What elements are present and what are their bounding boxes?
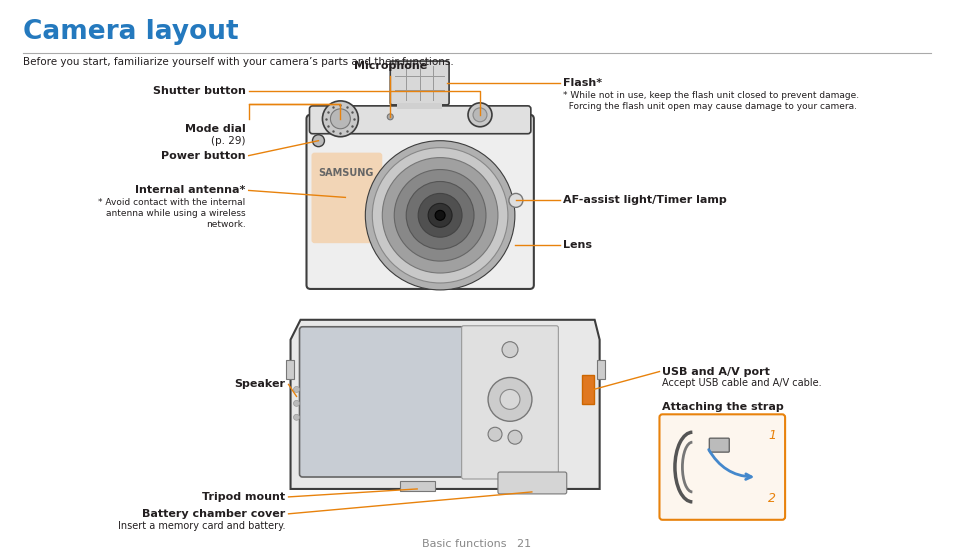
Text: Speaker: Speaker	[234, 379, 285, 389]
FancyBboxPatch shape	[306, 115, 534, 289]
Text: SAMSUNG: SAMSUNG	[318, 168, 374, 178]
Text: Tripod mount: Tripod mount	[202, 492, 285, 502]
Circle shape	[313, 135, 324, 146]
FancyBboxPatch shape	[309, 106, 530, 134]
Circle shape	[372, 148, 507, 283]
Text: * While not in use, keep the flash unit closed to prevent damage.: * While not in use, keep the flash unit …	[562, 91, 858, 100]
Circle shape	[417, 193, 461, 237]
Circle shape	[488, 427, 501, 441]
Text: Microphone: Microphone	[354, 61, 426, 71]
Bar	[581, 374, 593, 404]
Circle shape	[382, 158, 497, 273]
FancyBboxPatch shape	[461, 326, 558, 479]
Text: 2: 2	[767, 492, 776, 505]
Text: Before you start, familiarize yourself with your camera’s parts and their functi: Before you start, familiarize yourself w…	[23, 57, 454, 67]
Text: Basic functions   21: Basic functions 21	[422, 539, 531, 549]
Bar	[400, 481, 435, 491]
FancyBboxPatch shape	[299, 327, 466, 477]
Text: Accept USB cable and A/V cable.: Accept USB cable and A/V cable.	[661, 378, 821, 388]
FancyBboxPatch shape	[497, 472, 566, 494]
Text: network.: network.	[206, 220, 246, 229]
Bar	[285, 360, 294, 379]
Circle shape	[473, 108, 486, 122]
Text: Flash*: Flash*	[562, 78, 601, 88]
Text: Forcing the flash unit open may cause damage to your camera.: Forcing the flash unit open may cause da…	[562, 102, 856, 111]
Circle shape	[294, 387, 299, 393]
Circle shape	[406, 182, 474, 249]
Circle shape	[499, 389, 519, 409]
Text: Lens: Lens	[562, 240, 591, 250]
Text: Battery chamber cover: Battery chamber cover	[142, 509, 285, 519]
Circle shape	[435, 211, 445, 220]
Circle shape	[294, 400, 299, 407]
Text: (p. 29): (p. 29)	[211, 136, 246, 146]
FancyBboxPatch shape	[390, 61, 449, 105]
Circle shape	[508, 193, 522, 207]
Text: Mode dial: Mode dial	[185, 124, 246, 134]
Circle shape	[468, 103, 492, 127]
Circle shape	[508, 430, 521, 444]
Text: Internal antenna*: Internal antenna*	[135, 185, 246, 196]
Circle shape	[294, 414, 299, 421]
FancyBboxPatch shape	[659, 414, 784, 520]
Text: AF-assist light/Timer lamp: AF-assist light/Timer lamp	[562, 196, 726, 206]
Text: Attaching the strap: Attaching the strap	[661, 402, 783, 412]
Text: Shutter button: Shutter button	[152, 86, 246, 96]
Circle shape	[365, 141, 515, 290]
Circle shape	[501, 341, 517, 358]
Text: Camera layout: Camera layout	[23, 19, 238, 45]
Text: Power button: Power button	[161, 150, 246, 160]
Text: USB and A/V port: USB and A/V port	[661, 367, 769, 377]
Text: * Avoid contact with the internal: * Avoid contact with the internal	[98, 198, 246, 207]
Circle shape	[387, 114, 393, 120]
Bar	[396, 103, 441, 109]
Circle shape	[488, 378, 532, 421]
FancyBboxPatch shape	[312, 153, 382, 243]
Circle shape	[394, 169, 485, 261]
Text: antenna while using a wireless: antenna while using a wireless	[106, 209, 246, 218]
Circle shape	[330, 109, 350, 129]
FancyBboxPatch shape	[709, 438, 728, 452]
Text: Insert a memory card and battery.: Insert a memory card and battery.	[118, 521, 285, 531]
Polygon shape	[291, 320, 599, 489]
Circle shape	[428, 203, 452, 227]
Circle shape	[322, 101, 358, 136]
Text: 1: 1	[767, 429, 776, 442]
Bar	[596, 360, 604, 379]
